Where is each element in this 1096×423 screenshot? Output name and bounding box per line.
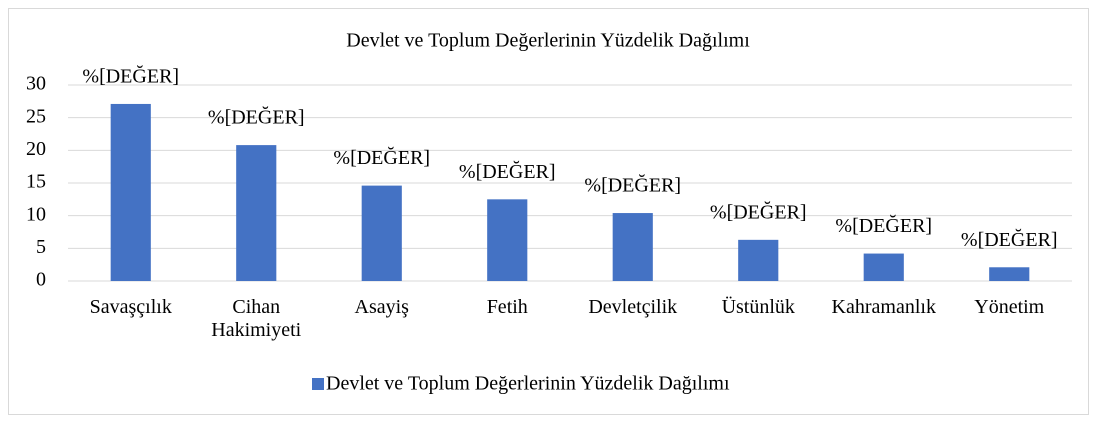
bar [110, 103, 151, 282]
data-label: %[DEĞER] [459, 160, 556, 183]
legend-label: Devlet ve Toplum Değerlerinin Yüzdelik D… [326, 373, 730, 395]
bar [863, 253, 904, 281]
y-tick-label: 30 [26, 73, 46, 95]
legend-swatch [312, 378, 324, 390]
y-tick-label: 10 [26, 203, 46, 225]
bar [487, 199, 528, 281]
y-tick-label: 15 [26, 171, 46, 193]
y-tick-label: 20 [26, 138, 46, 160]
bar [738, 239, 779, 281]
x-tick-label: Asayiş [354, 296, 409, 318]
x-tick-label: Kahramanlık [831, 296, 936, 318]
y-tick-label: 25 [26, 105, 46, 127]
bar [612, 213, 653, 281]
data-label: %[DEĞER] [82, 65, 179, 88]
data-label: %[DEĞER] [333, 146, 430, 169]
x-tick-label: Yönetim [974, 296, 1045, 318]
x-tick-label: Devletçilik [588, 296, 678, 318]
x-tick-label: Üstünlük [721, 296, 795, 318]
x-tick-label: Savaşçılık [89, 296, 172, 318]
x-tick-label: Fetih [486, 296, 528, 318]
y-tick-label: 0 [36, 269, 46, 291]
data-label: %[DEĞER] [961, 228, 1058, 251]
y-tick-label: 5 [36, 236, 46, 258]
data-label: %[DEĞER] [584, 174, 681, 197]
data-label: %[DEĞER] [710, 200, 807, 223]
data-label: %[DEĞER] [835, 214, 932, 237]
x-tick-label: Cihan Hakimiyeti [211, 296, 302, 341]
data-label: %[DEĞER] [208, 106, 305, 129]
bar [236, 145, 277, 281]
chart-title: Devlet ve Toplum Değerlerinin Yüzdelik D… [346, 30, 750, 52]
bar [361, 185, 402, 281]
chart-border [8, 8, 1089, 415]
bar [989, 267, 1030, 281]
